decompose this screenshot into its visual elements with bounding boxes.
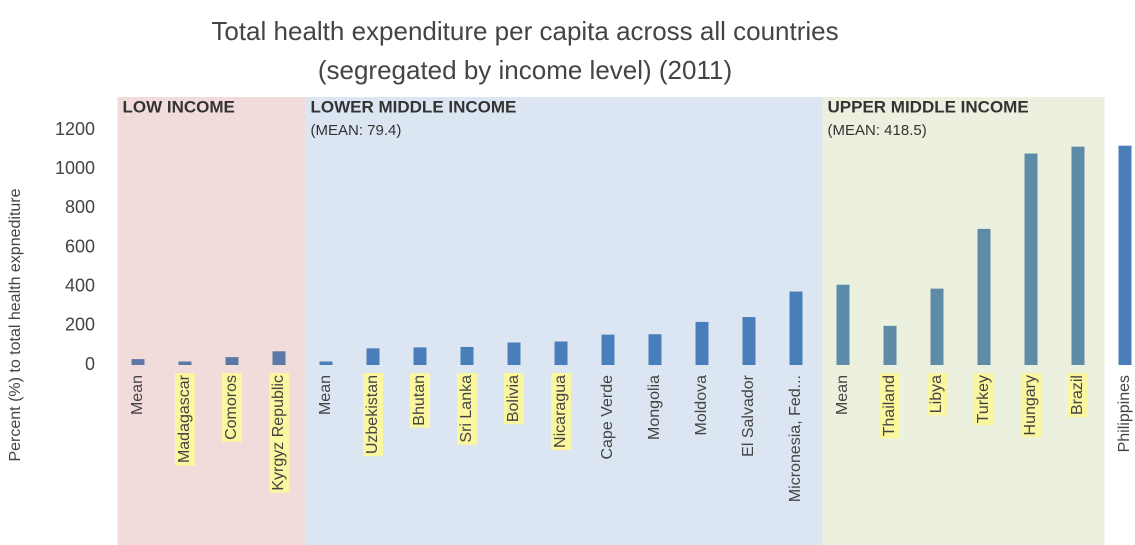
label-highlight: [927, 373, 947, 416]
bar: [601, 334, 615, 365]
y-tick-label: 1000: [55, 158, 95, 178]
group-band: [305, 97, 823, 545]
label-highlight: [551, 373, 571, 451]
group-label: LOW INCOME: [123, 97, 235, 116]
bar: [836, 284, 850, 365]
x-tick-label: Brazil: [1069, 375, 1086, 415]
bar: [554, 341, 568, 365]
bar: [225, 357, 239, 365]
x-tick-label: Mean: [834, 375, 851, 415]
x-tick-label: Sri Lanka: [458, 375, 475, 443]
label-highlight: [269, 373, 289, 493]
y-tick-label: 600: [65, 236, 95, 256]
group-note: (MEAN: 418.5): [828, 122, 927, 139]
group-backgrounds: [117, 97, 1105, 545]
y-axis-label: Percent (%) to total health expnediture: [7, 188, 24, 461]
chart-subtitle: (segregated by income level) (2011): [318, 55, 732, 85]
x-tick-label: Bhutan: [411, 375, 428, 426]
bar: [460, 346, 474, 365]
bar: [1071, 146, 1085, 365]
bar: [272, 351, 286, 365]
bar: [413, 347, 427, 365]
bar: [742, 317, 756, 365]
group-label: UPPER MIDDLE INCOME: [828, 97, 1029, 116]
bar: [507, 342, 521, 365]
bar: [1118, 145, 1132, 365]
bar: [930, 288, 944, 365]
bar: [977, 228, 991, 365]
x-tick-label: Comoros: [223, 375, 240, 440]
x-tick-label: Mongolia: [646, 375, 663, 440]
x-tick-label: Thailand: [881, 375, 898, 436]
group-label: LOWER MIDDLE INCOME: [311, 97, 517, 116]
x-tick-label: Mean: [317, 375, 334, 415]
y-tick-label: 800: [65, 197, 95, 217]
bar: [648, 334, 662, 365]
label-highlight: [222, 373, 242, 442]
group-note: (MEAN: 79.4): [311, 122, 402, 139]
y-tick-label: 400: [65, 275, 95, 295]
x-tick-label: Uzbekistan: [364, 375, 381, 454]
label-highlight: [880, 373, 900, 439]
x-tick-label: Cape Verde: [599, 375, 616, 460]
bar: [883, 325, 897, 365]
bar: [131, 359, 145, 365]
chart-title: Total health expenditure per capita acro…: [211, 16, 838, 46]
bar: [366, 348, 380, 365]
x-tick-label: Libya: [928, 375, 945, 413]
label-highlight: [175, 373, 195, 466]
label-highlight: [1021, 373, 1041, 438]
y-tick-label: 0: [85, 354, 95, 374]
x-tick-label: El Salvador: [740, 374, 757, 456]
label-highlight: [410, 373, 430, 428]
y-tick-label: 1200: [55, 119, 95, 139]
x-tick-label: Turkey: [975, 375, 992, 423]
x-tick-label: Mean: [129, 375, 146, 415]
x-tick-label: Philippines: [1116, 375, 1133, 452]
group-band: [822, 97, 1105, 545]
x-tick-label: Hungary: [1022, 375, 1039, 435]
bar: [789, 291, 803, 365]
x-tick-label: Kyrgyz Republic: [270, 375, 287, 491]
label-highlight: [457, 373, 477, 445]
label-highlight: [1068, 373, 1088, 418]
label-highlight: [363, 373, 383, 457]
x-tick-label: Madagascar: [176, 374, 193, 463]
y-tick-label: 200: [65, 315, 95, 335]
x-tick-label: Nicaragua: [552, 375, 569, 448]
label-highlight: [974, 373, 994, 426]
bar: [1024, 153, 1038, 365]
x-tick-label: Bolivia: [505, 375, 522, 422]
label-highlight: [504, 373, 524, 425]
bar: [695, 321, 709, 365]
bar: [319, 361, 333, 365]
x-tick-label: Moldova: [693, 375, 710, 436]
x-tick-label: Micronesia, Fed...: [787, 375, 804, 502]
bar: [178, 361, 192, 365]
